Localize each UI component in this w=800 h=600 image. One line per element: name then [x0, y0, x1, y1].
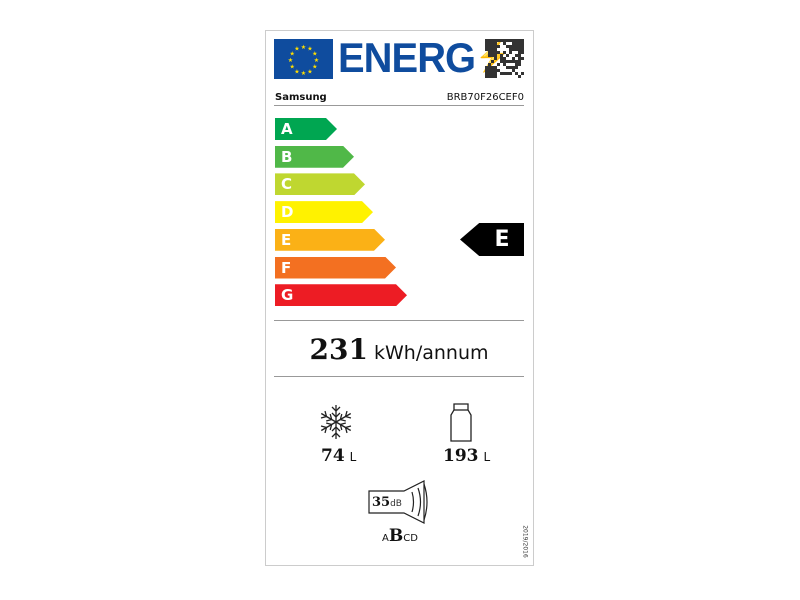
energy-label — [265, 30, 534, 566]
divider — [274, 105, 524, 106]
star-icon: ★ — [307, 68, 312, 75]
star-icon: ★ — [301, 70, 306, 77]
star-icon: ★ — [290, 64, 295, 71]
star-icon: ★ — [312, 64, 317, 71]
energy-class-bar-f: F — [275, 257, 396, 279]
fridge-volume: 193 L — [443, 446, 491, 466]
star-icon: ★ — [290, 51, 295, 58]
star-icon: ★ — [307, 46, 312, 53]
star-icon: ★ — [288, 57, 293, 64]
eu-flag-icon: ★ ★ ★ ★ ★ ★ ★ ★ ★ ★ ★ ★ — [274, 39, 333, 79]
supplier-name: Samsung — [275, 92, 327, 103]
energy-class-bar-c: C — [275, 173, 365, 195]
noise-class-scale: ABCD — [382, 526, 418, 546]
energy-class-bar-a: A — [275, 118, 337, 140]
energy-class-bar-e: E — [275, 229, 385, 251]
energy-class-bar-b: B — [275, 146, 354, 168]
model-identifier: BRB70F26CEF0 — [446, 92, 524, 103]
star-icon: ★ — [314, 57, 319, 64]
bottle-icon — [450, 403, 472, 442]
freezer-volume: 74 L — [321, 446, 357, 466]
energy-class-bar-g: G — [275, 284, 407, 306]
noise-value: 35dB — [372, 495, 402, 510]
energy-logo: ENERG⚡ — [338, 34, 511, 81]
divider — [274, 320, 524, 321]
qr-code-icon — [485, 39, 524, 78]
star-icon: ★ — [294, 46, 299, 53]
regulation-number: 2019/2016 — [521, 525, 529, 558]
energy-consumption: 231 kWh/annum — [309, 333, 489, 366]
star-icon: ★ — [294, 68, 299, 75]
energy-class-bar-d: D — [275, 201, 373, 223]
divider — [274, 376, 524, 377]
star-icon: ★ — [312, 51, 317, 58]
star-icon: ★ — [301, 44, 306, 51]
speaker-icon — [368, 480, 428, 524]
snowflake-icon — [318, 405, 354, 440]
